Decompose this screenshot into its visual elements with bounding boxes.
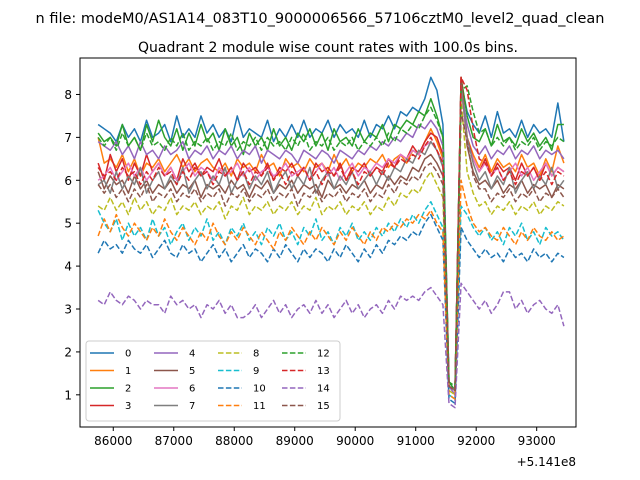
y-tick-label: 1 [64,388,72,402]
legend-label-8: 8 [253,349,259,360]
series-line-0 [97,76,565,392]
legend-label-9: 9 [253,366,259,377]
chart-title: Quadrant 2 module wise count rates with … [138,40,518,56]
series-line-13 [97,76,565,392]
series-line-5 [97,80,565,392]
y-tick-label: 3 [64,303,72,317]
plot-frame [79,57,577,428]
legend-label-4: 4 [189,349,195,360]
x-tick-label: 88000 [215,434,253,448]
y-tick-label: 8 [64,88,72,102]
legend-label-6: 6 [189,384,195,395]
x-tick-label: 93000 [518,434,556,448]
legend-label-3: 3 [125,401,131,412]
series-line-1 [97,85,565,392]
x-tick-label: 87000 [155,434,193,448]
y-tick-label: 7 [64,131,72,145]
x-tick-label: 92000 [457,434,495,448]
legend-label-11: 11 [253,401,266,412]
figure-title: n file: modeM0/AS1A14_083T10_9000006566_… [36,11,605,27]
x-tick-label: 91000 [397,434,435,448]
legend-label-1: 1 [125,366,131,377]
x-tick-label: 86000 [94,434,132,448]
y-tick-label: 6 [64,174,72,188]
legend-label-15: 15 [317,401,330,412]
legend-label-0: 0 [125,349,131,360]
y-tick-label: 2 [64,345,72,359]
x-tick-label: 90000 [336,434,374,448]
series-line-4 [97,89,565,396]
x-offset-label: +5.141e8 [517,455,576,469]
series-line-15 [97,110,565,392]
y-tick-label: 5 [64,217,72,231]
legend-label-7: 7 [189,401,195,412]
legend-box [85,340,341,422]
legend-label-13: 13 [317,366,330,377]
series-line-11 [97,179,565,400]
series-layer [97,76,565,409]
series-line-8 [97,98,565,396]
x-tick-label: 89000 [276,434,314,448]
legend-label-2: 2 [125,384,131,395]
series-line-10 [97,213,565,405]
x-axis: 86000 87000 88000 89000 90000 91000 92000 93000 [94,427,556,448]
legend-label-5: 5 [189,366,195,377]
legend-label-10: 10 [253,384,266,395]
series-line-2 [97,76,564,392]
legend-label-14: 14 [317,384,330,395]
y-tick-label: 4 [64,260,72,274]
series-line-12 [97,85,565,387]
y-axis: 1 2 3 4 5 6 7 8 [64,88,80,402]
series-line-14 [97,282,565,409]
legend-label-12: 12 [317,349,330,360]
